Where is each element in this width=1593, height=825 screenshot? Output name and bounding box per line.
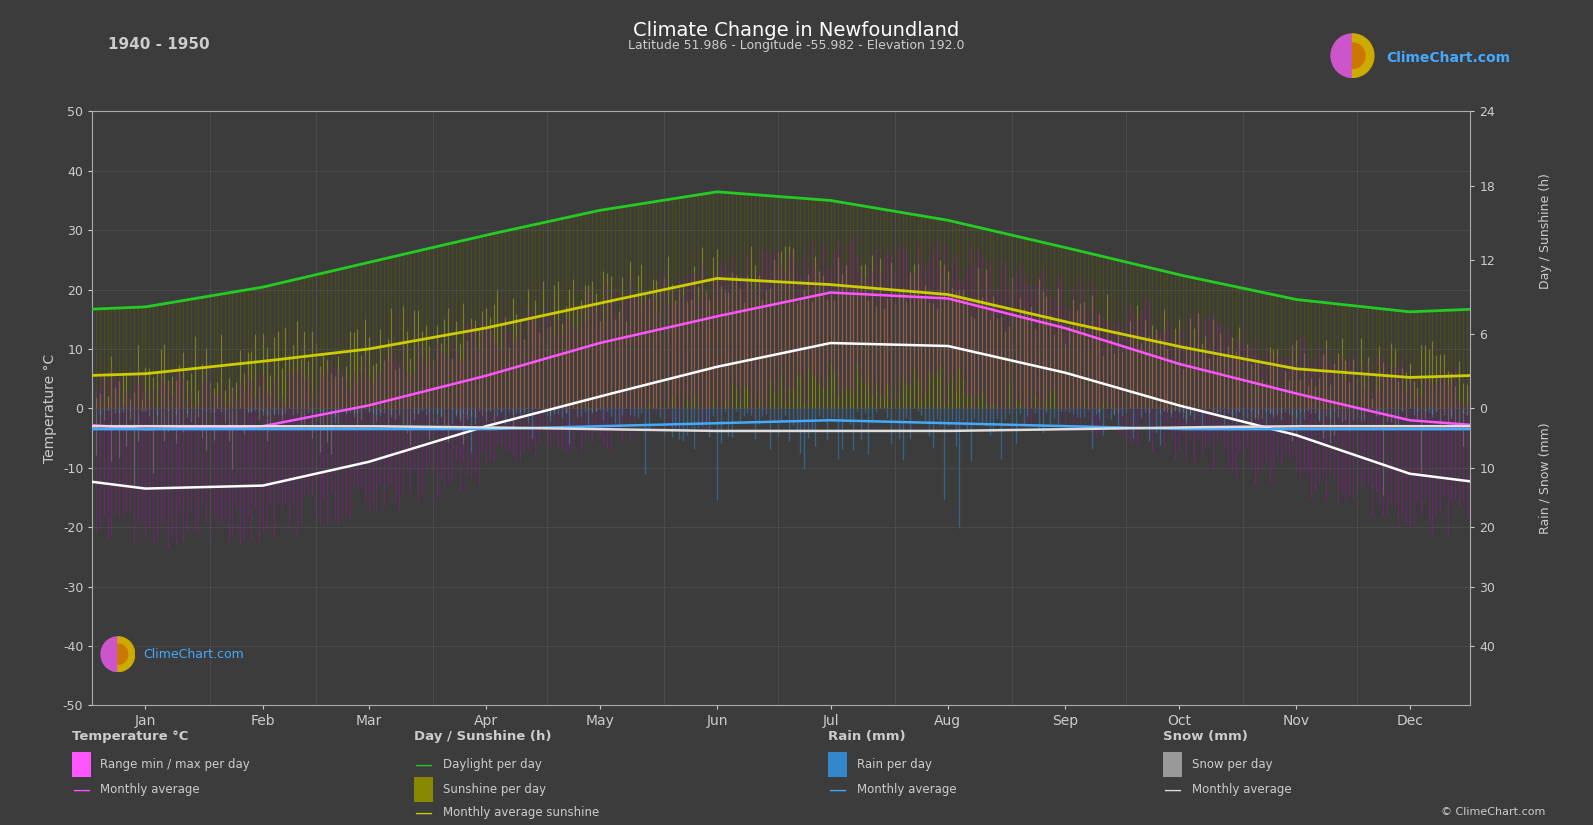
Text: Day / Sunshine (h): Day / Sunshine (h) xyxy=(414,730,551,743)
Text: Latitude 51.986 - Longitude -55.982 - Elevation 192.0: Latitude 51.986 - Longitude -55.982 - El… xyxy=(628,39,965,52)
Text: Monthly average: Monthly average xyxy=(1192,783,1292,796)
Wedge shape xyxy=(118,637,135,672)
Text: © ClimeChart.com: © ClimeChart.com xyxy=(1440,807,1545,817)
Wedge shape xyxy=(1352,34,1373,78)
Text: Snow (mm): Snow (mm) xyxy=(1163,730,1247,743)
Text: Rain / Snow (mm): Rain / Snow (mm) xyxy=(1539,422,1552,535)
Text: Rain per day: Rain per day xyxy=(857,758,932,771)
Wedge shape xyxy=(1332,34,1352,78)
Text: Daylight per day: Daylight per day xyxy=(443,758,542,771)
Text: —: — xyxy=(414,804,432,822)
Text: Day / Sunshine (h): Day / Sunshine (h) xyxy=(1539,173,1552,289)
Text: Monthly average: Monthly average xyxy=(857,783,957,796)
Text: —: — xyxy=(828,780,846,799)
Text: —: — xyxy=(72,780,89,799)
Text: —: — xyxy=(414,756,432,774)
Text: ClimeChart.com: ClimeChart.com xyxy=(1386,51,1510,64)
Text: Snow per day: Snow per day xyxy=(1192,758,1273,771)
Wedge shape xyxy=(118,644,127,664)
Text: —: — xyxy=(1163,780,1180,799)
Text: 1940 - 1950: 1940 - 1950 xyxy=(108,37,210,52)
Text: Monthly average sunshine: Monthly average sunshine xyxy=(443,806,599,819)
Text: Climate Change in Newfoundland: Climate Change in Newfoundland xyxy=(634,21,959,40)
Text: Sunshine per day: Sunshine per day xyxy=(443,783,546,796)
Wedge shape xyxy=(1352,43,1365,68)
Text: Monthly average: Monthly average xyxy=(100,783,201,796)
Text: Range min / max per day: Range min / max per day xyxy=(100,758,250,771)
Text: Rain (mm): Rain (mm) xyxy=(828,730,906,743)
Y-axis label: Temperature °C: Temperature °C xyxy=(43,354,57,463)
Text: ClimeChart.com: ClimeChart.com xyxy=(143,648,244,661)
Wedge shape xyxy=(100,637,118,672)
Text: Temperature °C: Temperature °C xyxy=(72,730,188,743)
